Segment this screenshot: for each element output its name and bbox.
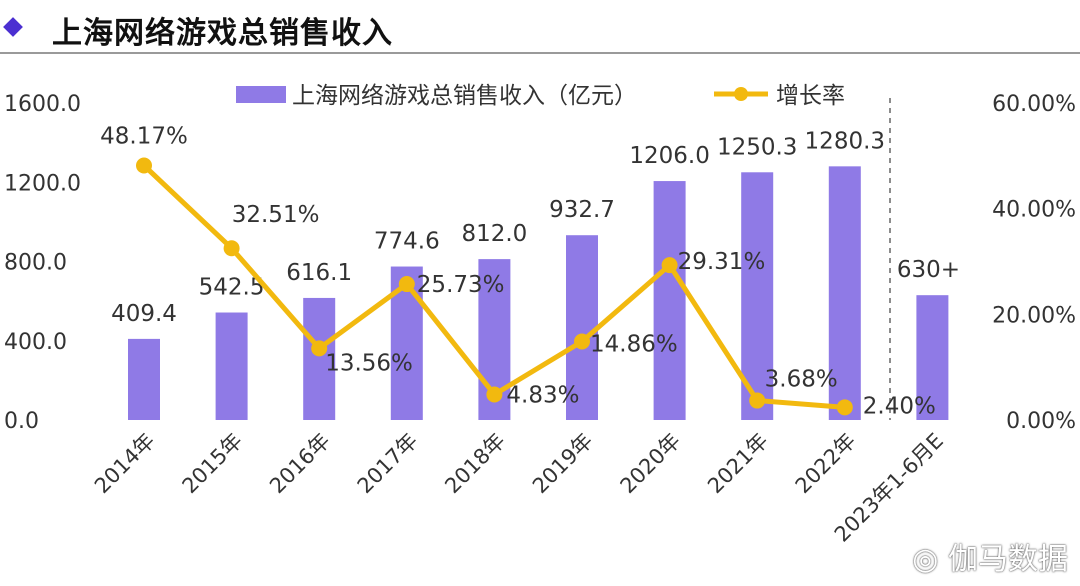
title-bar: 上海网络游戏总销售收入 xyxy=(0,0,1080,54)
legend-bar-label: 上海网络游戏总销售收入（亿元） xyxy=(292,83,637,109)
growth-point xyxy=(749,392,766,409)
bar-label: 1206.0 xyxy=(629,143,709,169)
growth-label: 13.56% xyxy=(325,350,413,376)
growth-point xyxy=(486,386,503,403)
x-tick-label: 2018年 xyxy=(440,429,510,499)
x-tick-label: 2017年 xyxy=(353,429,423,499)
corner-watermark: 伽马数据 xyxy=(948,542,1068,577)
bar-label: 1250.3 xyxy=(717,134,797,160)
growth-label: 3.68% xyxy=(765,367,838,393)
bar xyxy=(653,181,686,420)
y-left-tick: 400.0 xyxy=(4,330,67,355)
growth-point xyxy=(136,157,152,174)
x-tick-label: 2015年 xyxy=(178,429,248,499)
y-left-tick: 1200.0 xyxy=(4,171,81,196)
bar xyxy=(916,295,949,420)
growth-point xyxy=(223,240,240,257)
legend-line-label: 增长率 xyxy=(776,83,845,109)
bar-label: 812.0 xyxy=(461,221,527,247)
bar-label: 409.4 xyxy=(111,301,177,327)
bar xyxy=(303,297,336,420)
growth-point xyxy=(311,340,328,357)
x-tick-label: 2016年 xyxy=(265,429,335,499)
x-tick-label: 2022年 xyxy=(791,429,861,499)
growth-label: 2.40% xyxy=(863,393,936,419)
bar xyxy=(828,166,861,420)
y-left-tick: 800.0 xyxy=(4,251,67,276)
y-right-tick: 40.00% xyxy=(992,198,1076,223)
chart-title: 上海网络游戏总销售收入 xyxy=(52,16,393,51)
growth-label: 4.83% xyxy=(506,382,579,408)
y-right-tick: 60.00% xyxy=(992,92,1076,117)
bar xyxy=(128,338,160,420)
x-tick-label: 2020年 xyxy=(616,429,686,499)
bar-label: 932.7 xyxy=(549,197,615,223)
bar xyxy=(741,172,774,420)
growth-point xyxy=(574,333,590,350)
growth-label: 14.86% xyxy=(590,331,678,357)
bar xyxy=(566,235,598,420)
growth-label: 25.73% xyxy=(417,272,505,298)
growth-label: 29.31% xyxy=(678,249,766,275)
bar-label: 630+ xyxy=(897,257,960,283)
bar-label: 616.1 xyxy=(286,260,352,286)
bar xyxy=(215,312,248,420)
legend-bar-swatch xyxy=(236,86,286,103)
weibo-logo: ◎ 伽马数据 xyxy=(912,542,1068,577)
x-tick-label: 2021年 xyxy=(703,429,773,499)
x-tick-label: 2014年 xyxy=(90,429,160,499)
growth-label: 48.17% xyxy=(100,124,188,150)
bar-label: 542.5 xyxy=(199,275,265,301)
bar-label: 774.6 xyxy=(374,229,440,255)
bar-label: 1280.3 xyxy=(805,128,885,154)
y-left-tick: 1600.0 xyxy=(4,92,81,117)
growth-point xyxy=(661,257,678,274)
growth-point xyxy=(836,399,853,416)
growth-label: 32.51% xyxy=(232,202,320,228)
y-right-tick: 0.00% xyxy=(1006,409,1076,434)
y-left-tick: 0.0 xyxy=(4,409,39,434)
y-right-tick: 20.00% xyxy=(992,303,1076,328)
legend-line-marker xyxy=(734,87,748,101)
growth-point xyxy=(398,276,415,293)
x-tick-label: 2019年 xyxy=(528,429,598,499)
